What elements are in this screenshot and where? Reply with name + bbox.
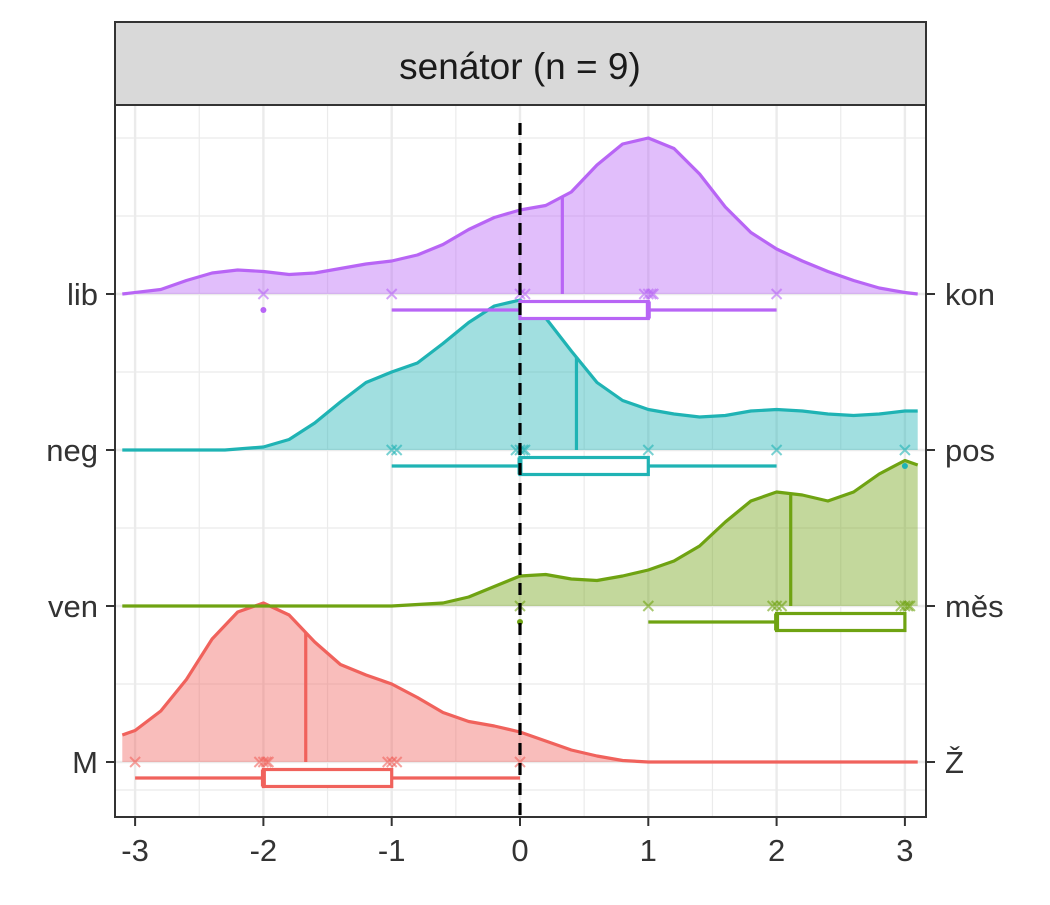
left-label-lib: lib	[67, 277, 98, 312]
data-point	[385, 288, 398, 300]
data-point	[519, 444, 531, 456]
box	[518, 455, 650, 477]
density-area	[122, 138, 918, 294]
density-area	[122, 603, 918, 762]
outlier-point	[260, 307, 267, 313]
density-area	[122, 460, 918, 606]
data-point	[519, 288, 531, 300]
data-point	[257, 756, 270, 768]
data-point	[257, 288, 270, 300]
ridge-ven	[122, 458, 919, 633]
data-point	[514, 756, 526, 768]
outlier-point	[901, 463, 908, 469]
density-line	[121, 601, 918, 764]
ridge-lib	[122, 136, 918, 321]
chart-title: senátor (n = 9)	[399, 46, 641, 87]
x-tick-label: -3	[121, 833, 149, 868]
x-tick-label: 1	[640, 833, 657, 868]
box	[774, 611, 907, 633]
right-label-pos: pos	[945, 433, 995, 468]
data-point	[899, 600, 911, 612]
data-point	[390, 756, 403, 768]
data-point	[642, 444, 655, 456]
left-label-M: M	[72, 745, 98, 780]
data-point	[766, 600, 779, 612]
x-tick-label: -1	[378, 833, 406, 868]
data-point	[642, 600, 655, 612]
x-tick-label: 3	[896, 833, 913, 868]
data-point	[899, 444, 911, 456]
data-point	[642, 288, 655, 300]
density-line	[122, 136, 918, 296]
data-point	[647, 288, 660, 300]
data-point	[385, 444, 398, 456]
data-point	[904, 600, 916, 612]
box	[261, 767, 394, 789]
right-label-měs: měs	[945, 589, 1004, 624]
ridge-M	[121, 601, 918, 789]
right-label-kon: kon	[945, 277, 995, 312]
right-label-Ž: Ž	[945, 745, 964, 780]
strip-background	[114, 21, 927, 106]
x-tick-label: 2	[768, 833, 785, 868]
density-line	[122, 458, 919, 608]
data-point	[770, 444, 783, 456]
data-point	[902, 600, 914, 612]
data-point	[260, 756, 273, 768]
x-tick-label: 0	[511, 833, 528, 868]
data-point	[770, 288, 783, 300]
density-line	[122, 298, 918, 452]
data-point	[390, 444, 403, 456]
left-label-ven: ven	[48, 589, 98, 624]
data-point	[129, 756, 141, 768]
data-point	[775, 600, 788, 612]
box	[518, 299, 650, 321]
data-point	[262, 756, 275, 768]
data-point	[645, 288, 658, 300]
left-label-neg: neg	[46, 433, 98, 468]
data-point	[385, 756, 398, 768]
data-point	[770, 600, 783, 612]
data-point	[381, 756, 394, 768]
x-tick-label: -2	[250, 833, 278, 868]
